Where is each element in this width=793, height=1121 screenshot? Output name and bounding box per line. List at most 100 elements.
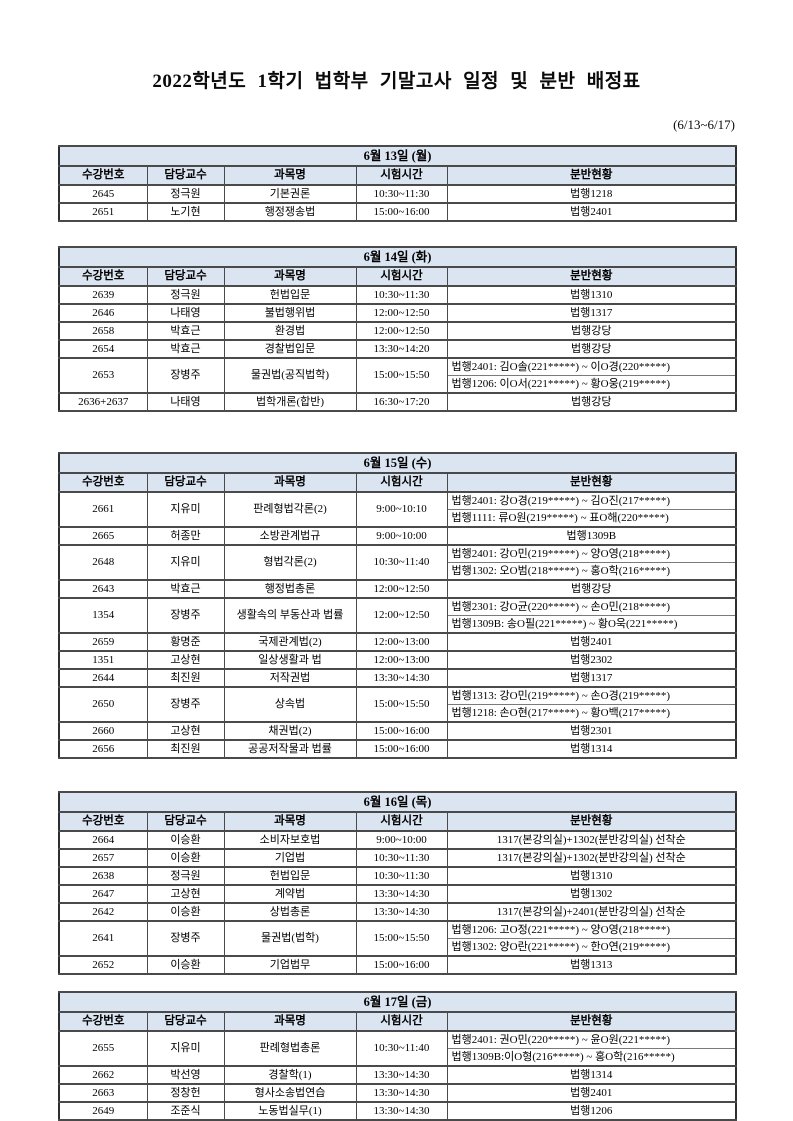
table-row: 2642 이승환 상법총론 13:30~14:30 1317(본강의실)+2401(분반… bbox=[58, 902, 737, 922]
section-cell: 법행2401 bbox=[446, 1083, 737, 1103]
table-row: 2638 정극원 헌법입문 10:30~11:30 법행1310 bbox=[58, 866, 737, 886]
professor-cell: 장병주 bbox=[146, 686, 225, 723]
exam-time-cell: 15:00~16:00 bbox=[355, 721, 448, 741]
table-row: 2655 지유미 판례형법총론 10:30~11:40 법행2401: 권O민(220*… bbox=[58, 1030, 737, 1067]
subject-cell: 상법총론 bbox=[223, 902, 357, 922]
subject-cell: 기업법 bbox=[223, 848, 357, 868]
table-row: 2648 지유미 형법각론(2) 10:30~11:40 법행2401: 강O민(219… bbox=[58, 544, 737, 581]
subject-cell: 판례형법총론 bbox=[223, 1030, 357, 1067]
course-no-cell: 2665 bbox=[58, 526, 148, 546]
course-no-cell: 2646 bbox=[58, 303, 148, 323]
exam-time-cell: 10:30~11:40 bbox=[355, 1030, 448, 1067]
column-header-1: 수강번호 bbox=[58, 472, 148, 493]
professor-cell: 지유미 bbox=[146, 1030, 225, 1067]
professor-cell: 지유미 bbox=[146, 491, 225, 528]
column-header-1: 수강번호 bbox=[58, 266, 148, 287]
professor-cell: 장병주 bbox=[146, 357, 225, 394]
course-no-cell: 2654 bbox=[58, 339, 148, 359]
professor-cell: 이승환 bbox=[146, 848, 225, 868]
exam-time-cell: 15:00~15:50 bbox=[355, 357, 448, 394]
exam-time-cell: 13:30~14:30 bbox=[355, 884, 448, 904]
subject-cell: 채권법(2) bbox=[223, 721, 357, 741]
date-range-label: (6/13~6/17) bbox=[673, 117, 735, 132]
table-row: 2649 조준식 노동법실무(1) 13:30~14:30 법행1206 bbox=[58, 1101, 737, 1121]
course-no-cell: 2639 bbox=[58, 285, 148, 305]
table-row: 2636+2637 나태영 법학개론(합반) 16:30~17:20 법행강당 bbox=[58, 392, 737, 412]
exam-time-cell: 13:30~14:30 bbox=[355, 1101, 448, 1121]
table-row: 1351 고상현 일상생활과 법 12:00~13:00 법행2302 bbox=[58, 650, 737, 670]
course-no-cell: 2662 bbox=[58, 1065, 148, 1085]
professor-cell: 나태영 bbox=[146, 303, 225, 323]
course-no-cell: 2664 bbox=[58, 830, 148, 850]
column-header-4: 시험시간 bbox=[355, 811, 448, 832]
exam-time-cell: 16:30~17:20 bbox=[355, 392, 448, 412]
exam-time-cell: 9:00~10:10 bbox=[355, 491, 448, 528]
column-header-2: 담당교수 bbox=[146, 165, 225, 186]
column-header-2: 담당교수 bbox=[146, 1011, 225, 1032]
course-no-cell: 2659 bbox=[58, 632, 148, 652]
professor-cell: 허종만 bbox=[146, 526, 225, 546]
subject-cell: 물권법(공직법학) bbox=[223, 357, 357, 394]
table-row: 2653 장병주 물권법(공직법학) 15:00~15:50 법행2401: 김O솔(2… bbox=[58, 357, 737, 394]
exam-time-cell: 12:00~12:50 bbox=[355, 303, 448, 323]
exam-time-cell: 13:30~14:20 bbox=[355, 339, 448, 359]
professor-cell: 박효근 bbox=[146, 339, 225, 359]
subject-cell: 물권법(법학) bbox=[223, 920, 357, 957]
exam-table-day-3: 6월 15일 (수) 수강번호 담당교수 과목명 시험시간 분반현황 2661 지유미 판례형법… bbox=[58, 452, 737, 759]
section-cell: 법행강당 bbox=[446, 579, 737, 599]
course-no-cell: 2660 bbox=[58, 721, 148, 741]
section-cell: 1317(본강의실)+1302(분반강의실) 선착순 bbox=[446, 830, 737, 850]
table-row: 2659 황명준 국제관계법(2) 12:00~13:00 법행2401 bbox=[58, 632, 737, 652]
professor-cell: 황명준 bbox=[146, 632, 225, 652]
exam-time-cell: 12:00~13:00 bbox=[355, 632, 448, 652]
course-no-cell: 2663 bbox=[58, 1083, 148, 1103]
column-header-2: 담당교수 bbox=[146, 811, 225, 832]
exam-table-day-5: 6월 17일 (금) 수강번호 담당교수 과목명 시험시간 분반현황 2655 지유미 판례형법… bbox=[58, 991, 737, 1121]
subject-cell: 소비자보호법 bbox=[223, 830, 357, 850]
course-no-cell: 2658 bbox=[58, 321, 148, 341]
exam-table-day-1: 6월 13일 (월) 수강번호 담당교수 과목명 시험시간 분반현황 2645 정극원 기본권론… bbox=[58, 145, 737, 222]
subject-cell: 불법행위법 bbox=[223, 303, 357, 323]
section-cell: 법행1206: 고O정(221*****) ~ 양O영(218*****) bbox=[446, 920, 737, 939]
day-header-cell: 6월 16일 (목) bbox=[58, 791, 737, 813]
subject-cell: 상속법 bbox=[223, 686, 357, 723]
exam-time-cell: 15:00~16:00 bbox=[355, 955, 448, 975]
subject-cell: 법학개론(합반) bbox=[223, 392, 357, 412]
course-no-cell: 2644 bbox=[58, 668, 148, 688]
exam-tables-container: 6월 13일 (월) 수강번호 담당교수 과목명 시험시간 분반현황 2645 정극원 기본권론… bbox=[58, 145, 737, 1121]
course-no-cell: 2651 bbox=[58, 202, 148, 222]
professor-cell: 최진원 bbox=[146, 739, 225, 759]
exam-time-cell: 13:30~14:30 bbox=[355, 668, 448, 688]
professor-cell: 정극원 bbox=[146, 866, 225, 886]
subject-cell: 공공저작물과 법률 bbox=[223, 739, 357, 759]
exam-time-cell: 13:30~14:30 bbox=[355, 1083, 448, 1103]
subject-cell: 형법각론(2) bbox=[223, 544, 357, 581]
table-row: 2660 고상현 채권법(2) 15:00~16:00 법행2301 bbox=[58, 721, 737, 741]
subject-cell: 기본권론 bbox=[223, 184, 357, 204]
exam-time-cell: 10:30~11:30 bbox=[355, 866, 448, 886]
exam-time-cell: 15:00~16:00 bbox=[355, 202, 448, 222]
column-header-5: 분반현황 bbox=[446, 1011, 737, 1032]
column-header-4: 시험시간 bbox=[355, 1011, 448, 1032]
table-row: 2665 허종만 소방관계법규 9:00~10:00 법행1309B bbox=[58, 526, 737, 546]
section-cell: 법행1111: 류O원(219*****) ~ 표O해(220*****) bbox=[446, 509, 737, 528]
section-cell: 법행2401 bbox=[446, 202, 737, 222]
table-row: 2647 고상현 계약법 13:30~14:30 법행1302 bbox=[58, 884, 737, 904]
column-header-1: 수강번호 bbox=[58, 165, 148, 186]
table-row: 2664 이승환 소비자보호법 9:00~10:00 1317(본강의실)+1302(분… bbox=[58, 830, 737, 850]
course-no-cell: 2642 bbox=[58, 902, 148, 922]
table-row: 2656 최진원 공공저작물과 법률 15:00~16:00 법행1314 bbox=[58, 739, 737, 759]
section-cell: 법행1313 bbox=[446, 955, 737, 975]
professor-cell: 장병주 bbox=[146, 597, 225, 634]
day-header-cell: 6월 14일 (화) bbox=[58, 246, 737, 268]
course-no-cell: 2649 bbox=[58, 1101, 148, 1121]
column-header-5: 분반현황 bbox=[446, 266, 737, 287]
column-header-3: 과목명 bbox=[223, 811, 357, 832]
section-cell: 법행1313: 강O민(219*****) ~ 손O경(219*****) bbox=[446, 686, 737, 705]
section-cell: 법행1317 bbox=[446, 303, 737, 323]
subject-cell: 노동법실무(1) bbox=[223, 1101, 357, 1121]
course-no-cell: 2653 bbox=[58, 357, 148, 394]
section-cell: 법행2301: 강O균(220*****) ~ 손O민(218*****) bbox=[446, 597, 737, 616]
course-no-cell: 2652 bbox=[58, 955, 148, 975]
subject-cell: 헌법입문 bbox=[223, 866, 357, 886]
